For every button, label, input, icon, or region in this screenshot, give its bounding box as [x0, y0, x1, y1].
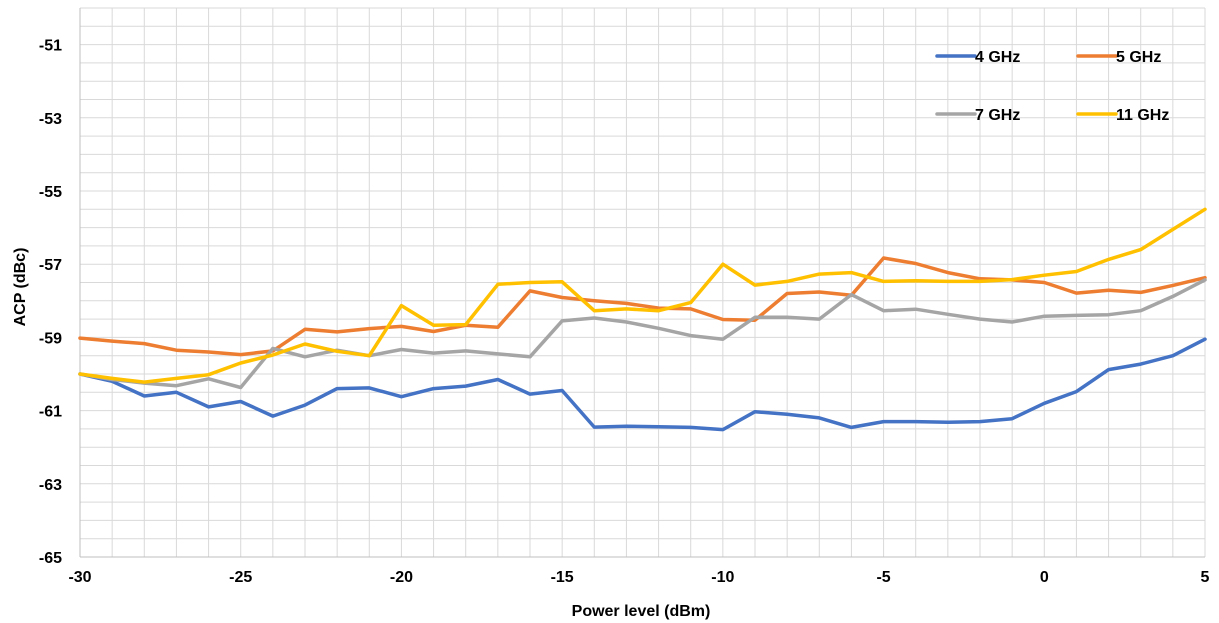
- gridlines: [79, 7, 1206, 558]
- y-tick-label: -55: [39, 184, 62, 201]
- x-tick-label: -15: [551, 569, 574, 586]
- y-tick-label: -61: [39, 404, 62, 421]
- tick-labels: -30 -25 -20 -15 -10 -5 0 5 -65 -63 -61 -59 -57 -55 -53…: [39, 38, 1210, 586]
- series-line: [78, 207, 1207, 384]
- x-tick-label: 5: [1201, 569, 1210, 586]
- series-line: [78, 278, 1207, 390]
- y-tick-label: -63: [39, 477, 62, 494]
- x-tick-label: -20: [390, 569, 413, 586]
- y-tick-label: -57: [39, 257, 62, 274]
- y-tick-label: -65: [39, 550, 62, 567]
- axes: [79, 8, 1205, 558]
- x-tick-label: -25: [229, 569, 252, 586]
- x-tick-label: 0: [1040, 569, 1049, 586]
- y-tick-label: -59: [39, 330, 62, 347]
- y-axis-title: ACP (dBc): [12, 248, 29, 327]
- series-line: [78, 256, 1207, 357]
- legend-label: 7 GHz: [975, 107, 1020, 124]
- x-tick-label: -10: [711, 569, 734, 586]
- legend-label: 11 GHz: [1116, 107, 1169, 124]
- legend-label: 4 GHz: [975, 49, 1020, 66]
- y-tick-label: -51: [39, 38, 62, 55]
- series-line: [78, 337, 1207, 432]
- series-lines: [78, 207, 1207, 432]
- legend-label: 5 GHz: [1116, 49, 1161, 66]
- y-tick-label: -53: [39, 111, 62, 128]
- x-axis-title: Power level (dBm): [572, 603, 711, 620]
- legend: 4 GHz 5 GHz 7 GHz 11 GHz: [935, 49, 1169, 124]
- x-tick-label: -30: [68, 569, 91, 586]
- x-tick-label: -5: [876, 569, 890, 586]
